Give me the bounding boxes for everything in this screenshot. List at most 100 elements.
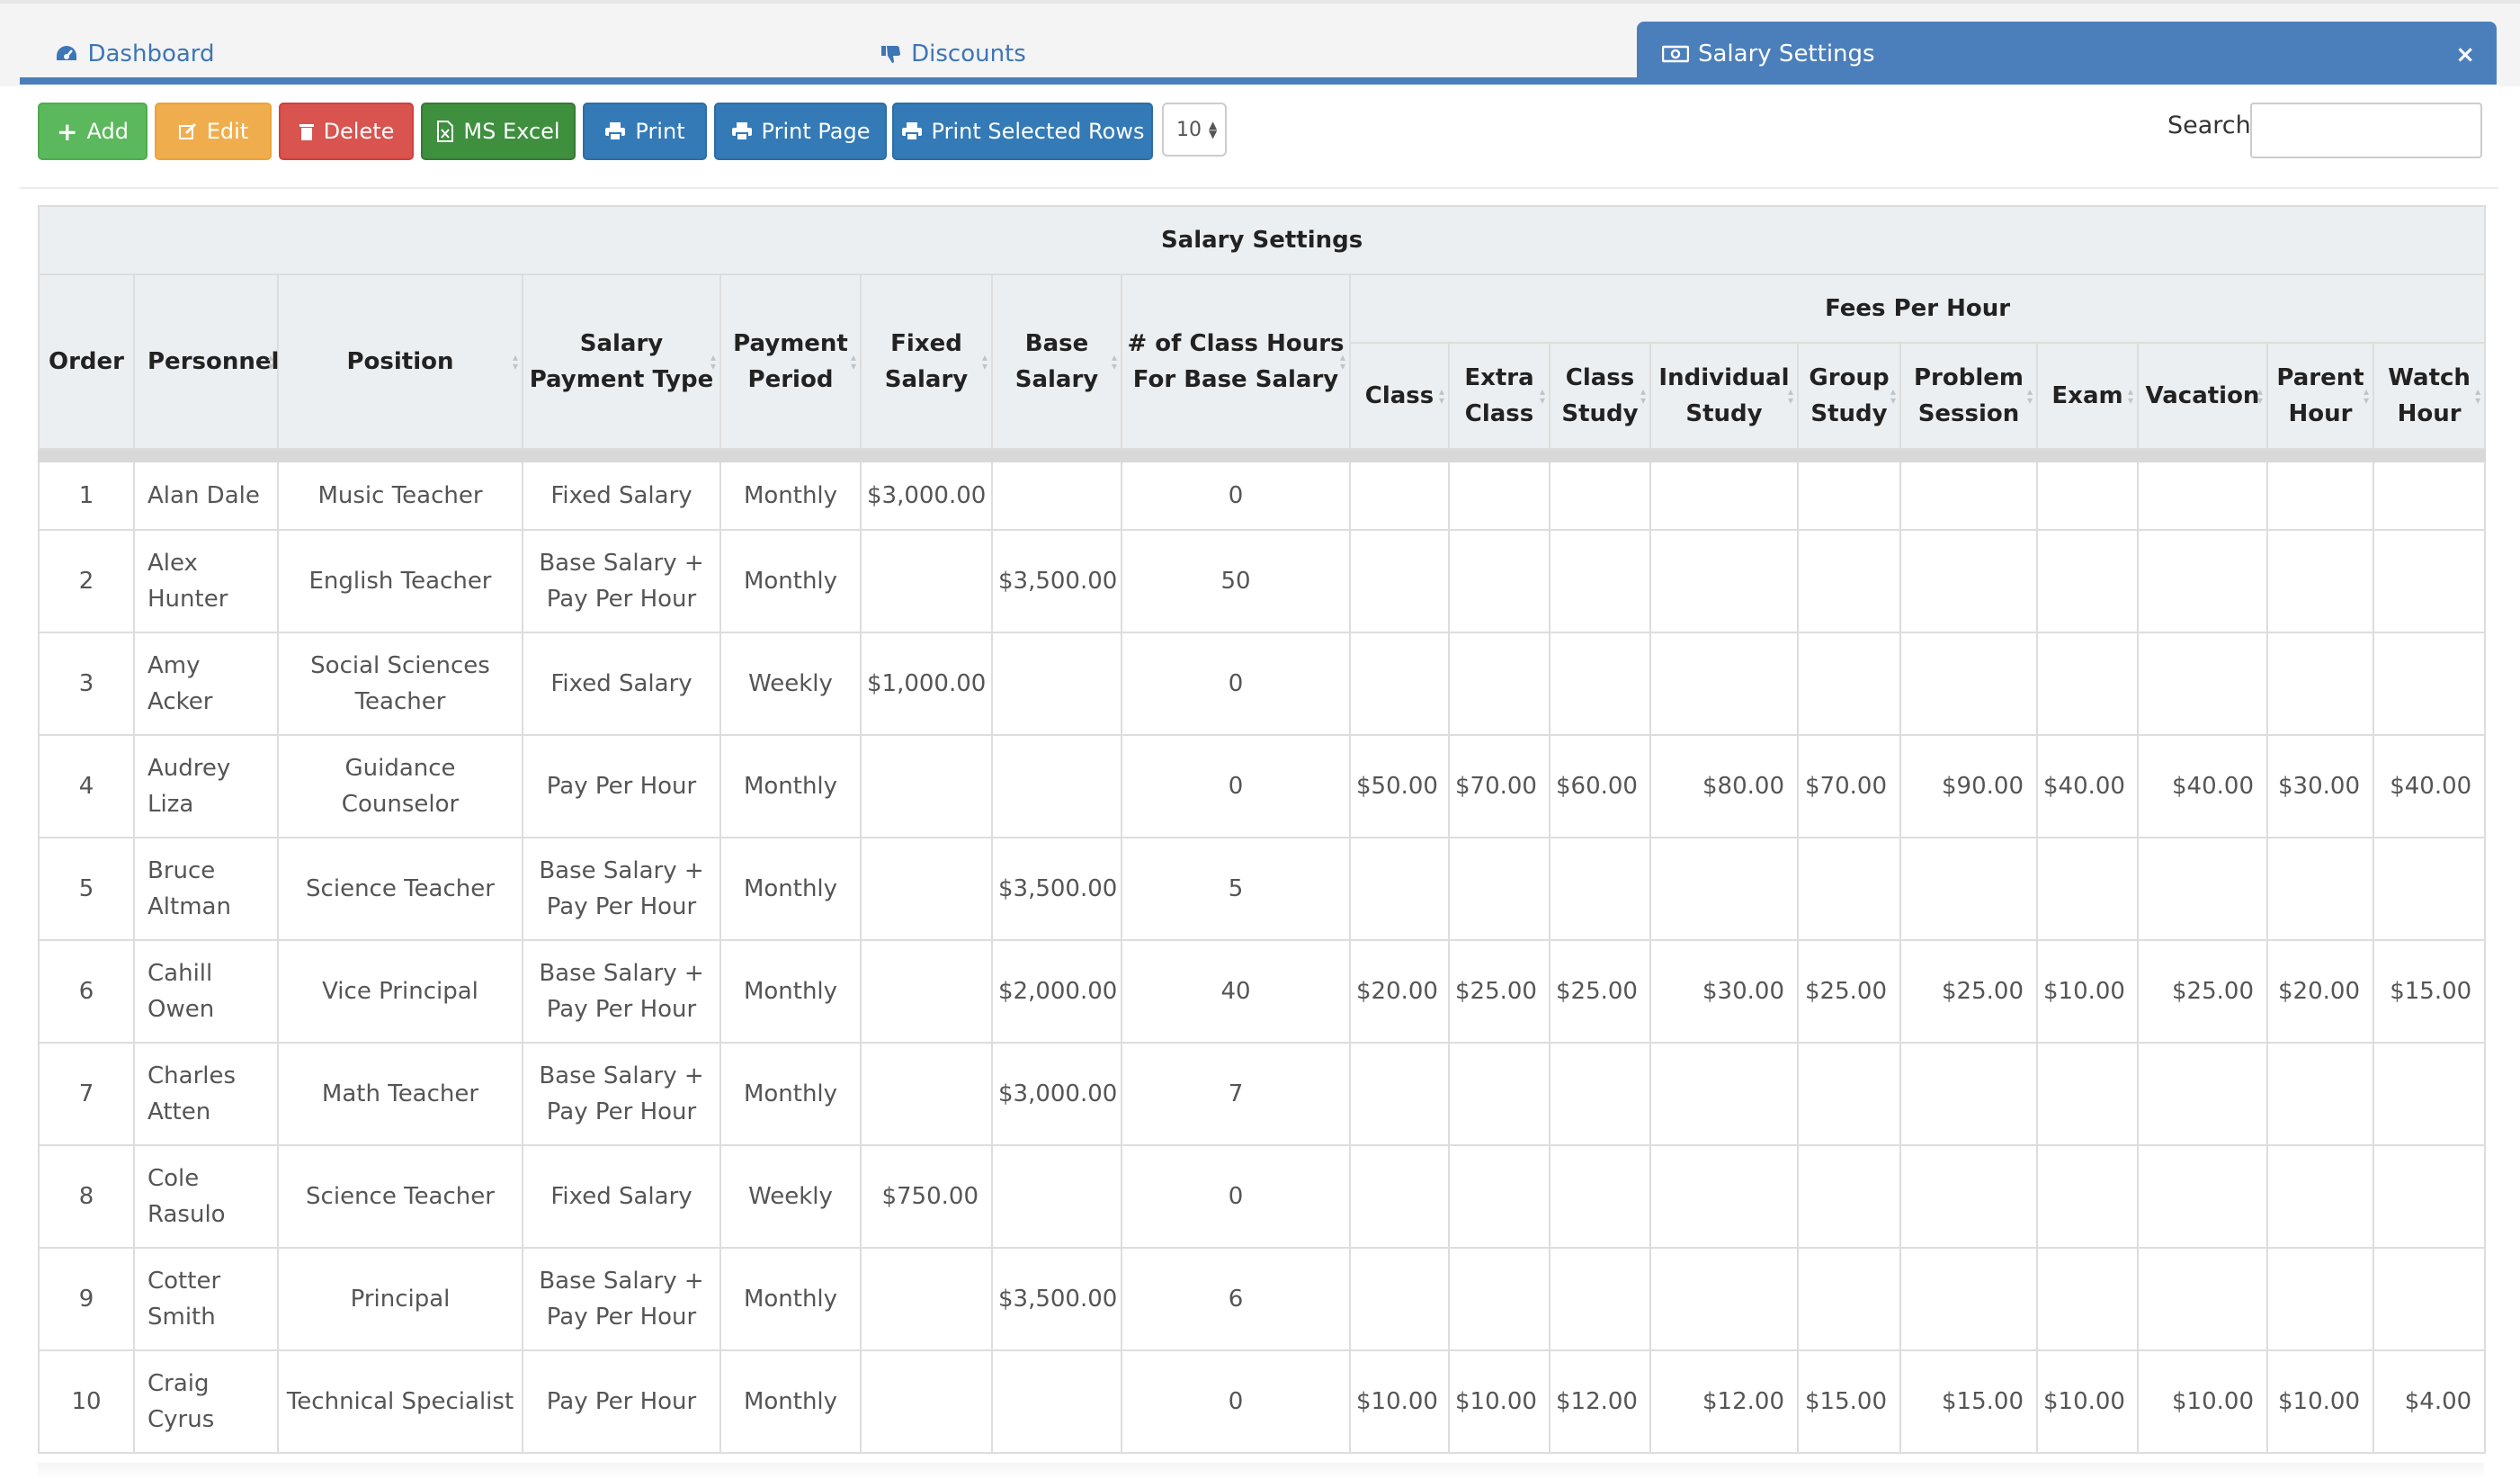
- col-position[interactable]: Position: [277, 273, 523, 450]
- table-row[interactable]: 8 Cole Rasulo Science Teacher Fixed Salary We…: [38, 1144, 2487, 1249]
- col-fee-0[interactable]: Class: [1349, 342, 1450, 450]
- cell-personnel: Bruce Altman: [133, 837, 279, 941]
- cell-fee: [1649, 1247, 1799, 1351]
- cell-class-hours: 0: [1121, 632, 1351, 736]
- table-row[interactable]: 2 Alex Hunter English Teacher Base Salary + P…: [38, 529, 2487, 633]
- cell-fee: [1899, 461, 2038, 531]
- print-page-button-label: Print Page: [761, 119, 871, 144]
- cell-fee: $80.00: [1649, 734, 1799, 838]
- col-order[interactable]: Order: [38, 273, 135, 450]
- cell-order: 10: [38, 1349, 135, 1454]
- table-row[interactable]: 10 Craig Cyrus Technical Specialist Pay Per …: [38, 1349, 2487, 1454]
- table-row[interactable]: 1 Alan Dale Music Teacher Fixed Salary Month…: [38, 461, 2487, 531]
- cell-fee: [1349, 1247, 1450, 1351]
- col-fee-label: Hour: [2288, 400, 2353, 427]
- toolbar: + Add Edit Delete MS Excel Print Print P…: [20, 85, 2498, 189]
- table-footer-shadow: [38, 1463, 2484, 1479]
- tab-discounts[interactable]: Discounts: [845, 22, 1061, 86]
- col-salary-payment-type[interactable]: Salary Payment Type: [522, 273, 721, 450]
- col-base-line1: Base: [1024, 330, 1089, 357]
- cell-fee: [1797, 1144, 1901, 1249]
- cell-personnel: Cahill Owen: [133, 939, 279, 1044]
- col-fee-9[interactable]: Watch Hour: [2372, 342, 2487, 450]
- col-personnel-label: Personnel: [147, 348, 280, 375]
- col-fee-4[interactable]: Group Study: [1797, 342, 1901, 450]
- cell-fee: [1797, 1247, 1901, 1351]
- col-fee-7[interactable]: Vacation: [2137, 342, 2268, 450]
- col-fixed-salary[interactable]: Fixed Salary: [860, 273, 993, 450]
- table-row[interactable]: 4 Audrey Liza Guidance Counselor Pay Per Hou…: [38, 734, 2487, 838]
- table-row[interactable]: 6 Cahill Owen Vice Principal Base Salary + Pa…: [38, 939, 2487, 1044]
- col-fee-6[interactable]: Exam: [2036, 342, 2139, 450]
- cell-fee: [1649, 529, 1799, 633]
- print-selected-rows-button[interactable]: Print Selected Rows: [892, 103, 1153, 160]
- page-size-select[interactable]: 10 ▲ ▼: [1162, 103, 1227, 157]
- cell-fee: $25.00: [1899, 939, 2038, 1044]
- tab-underline: [20, 77, 2497, 85]
- table-row[interactable]: 9 Cotter Smith Principal Base Salary + Pay Pe…: [38, 1247, 2487, 1351]
- cell-fee: [1899, 1042, 2038, 1146]
- col-fee-8[interactable]: Parent Hour: [2266, 342, 2374, 450]
- delete-button[interactable]: Delete: [279, 103, 414, 160]
- cell-fee: [2137, 837, 2268, 941]
- cell-fee: [1448, 1247, 1550, 1351]
- cell-fee: $10.00: [2266, 1349, 2374, 1454]
- cell-fixed-salary: [860, 529, 993, 633]
- cell-payment-type: Fixed Salary: [522, 1144, 721, 1249]
- cell-class-hours: 6: [1121, 1247, 1351, 1351]
- search-label: Search:: [2167, 112, 2259, 139]
- cell-payment-period: Monthly: [719, 1247, 862, 1351]
- tab-salary-settings[interactable]: Salary Settings ×: [1637, 22, 2497, 86]
- col-fee-3[interactable]: Individual Study: [1649, 342, 1799, 450]
- col-fee-5[interactable]: Problem Session: [1899, 342, 2038, 450]
- tab-dashboard[interactable]: Dashboard: [45, 22, 225, 86]
- cell-fee: $25.00: [1549, 939, 1651, 1044]
- cell-fee: [2137, 1247, 2268, 1351]
- table-row[interactable]: 3 Amy Acker Social Sciences Teacher Fixed Sa…: [38, 632, 2487, 736]
- table-row[interactable]: 5 Bruce Altman Science Teacher Base Salary +…: [38, 837, 2487, 941]
- col-payment-period[interactable]: Payment Period: [719, 273, 862, 450]
- cell-payment-type: Base Salary + Pay Per Hour: [522, 837, 721, 941]
- cell-fee: [1549, 1144, 1651, 1249]
- col-class-hours[interactable]: # of Class Hours For Base Salary: [1121, 273, 1351, 450]
- cell-payment-period: Weekly: [719, 1144, 862, 1249]
- cell-personnel: Cotter Smith: [133, 1247, 279, 1351]
- table-row[interactable]: 7 Charles Atten Math Teacher Base Salary + Pa…: [38, 1042, 2487, 1146]
- cell-position: Guidance Counselor: [277, 734, 523, 838]
- fees-per-hour-group: Fees Per Hour: [1348, 273, 2487, 344]
- cell-order: 5: [38, 837, 135, 941]
- print-button[interactable]: Print: [583, 103, 707, 160]
- printer-icon: [901, 122, 922, 141]
- print-page-button[interactable]: Print Page: [714, 103, 887, 160]
- cell-fee: [2372, 1144, 2487, 1249]
- search-input[interactable]: [2250, 103, 2482, 158]
- cell-class-hours: 0: [1121, 461, 1351, 531]
- col-fee-1[interactable]: Extra Class: [1448, 342, 1550, 450]
- cell-base-salary: $3,500.00: [991, 837, 1122, 941]
- col-fee-2[interactable]: Class Study: [1549, 342, 1651, 450]
- cell-fee: [2137, 632, 2268, 736]
- cell-fee: [1549, 1042, 1651, 1146]
- cell-fee: [1549, 529, 1651, 633]
- cell-position: Social Sciences Teacher: [277, 632, 523, 736]
- cell-fee: [1448, 461, 1550, 531]
- col-base-salary[interactable]: Base Salary: [991, 273, 1122, 450]
- col-fee-label: Parent: [2276, 364, 2364, 391]
- close-tab-icon[interactable]: ×: [2455, 41, 2475, 68]
- col-fee-label: Class: [1364, 382, 1434, 409]
- cell-fee: [2372, 1042, 2487, 1146]
- col-fixed-line2: Salary: [884, 366, 969, 393]
- cell-fee: $10.00: [2036, 1349, 2139, 1454]
- col-personnel[interactable]: Personnel: [133, 273, 280, 450]
- cell-fee: $50.00: [1349, 734, 1450, 838]
- money-icon: [1662, 45, 1689, 63]
- cell-personnel: Charles Atten: [133, 1042, 279, 1146]
- edit-button[interactable]: Edit: [155, 103, 272, 160]
- cell-fee: $20.00: [2266, 939, 2374, 1044]
- add-button[interactable]: + Add: [38, 103, 147, 160]
- ms-excel-button[interactable]: MS Excel: [421, 103, 576, 160]
- cell-payment-type: Pay Per Hour: [522, 1349, 721, 1454]
- cell-fee: [2137, 461, 2268, 531]
- cell-base-salary: $2,000.00: [991, 939, 1122, 1044]
- cell-base-salary: [991, 1144, 1122, 1249]
